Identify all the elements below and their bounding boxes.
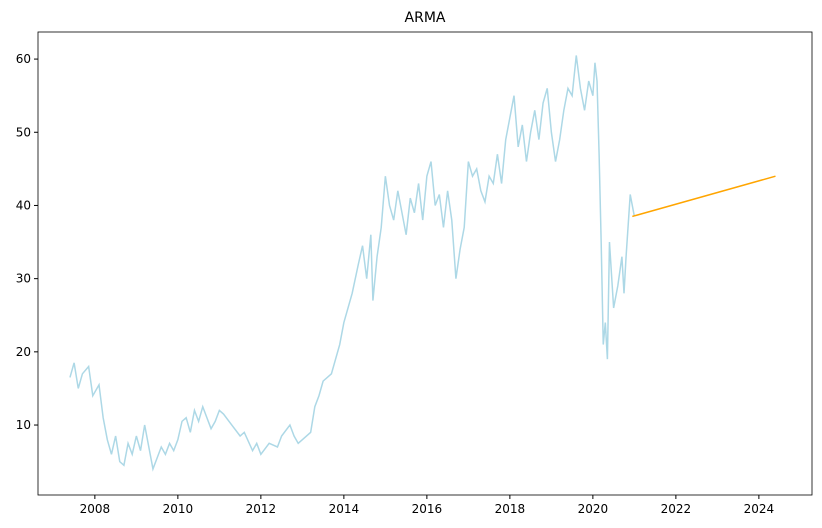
y-tick-label: 50 [16, 125, 31, 139]
x-tick-label: 2012 [246, 502, 277, 516]
y-tick-label: 20 [16, 345, 31, 359]
y-tick-label: 60 [16, 52, 31, 66]
x-tick-label: 2008 [80, 502, 111, 516]
x-tick-label: 2022 [661, 502, 692, 516]
x-tick-label: 2010 [163, 502, 194, 516]
x-tick-label: 2020 [578, 502, 609, 516]
y-tick-label: 30 [16, 272, 31, 286]
x-tick-label: 2018 [495, 502, 526, 516]
y-tick-label: 40 [16, 198, 31, 212]
x-tick-label: 2014 [329, 502, 360, 516]
chart-title: ARMA [405, 10, 446, 26]
x-tick-label: 2024 [744, 502, 775, 516]
plot-frame [37, 31, 813, 496]
y-tick-label: 10 [16, 418, 31, 432]
x-tick-label: 2016 [412, 502, 443, 516]
series-line [69, 55, 636, 472]
series-line [632, 175, 776, 218]
